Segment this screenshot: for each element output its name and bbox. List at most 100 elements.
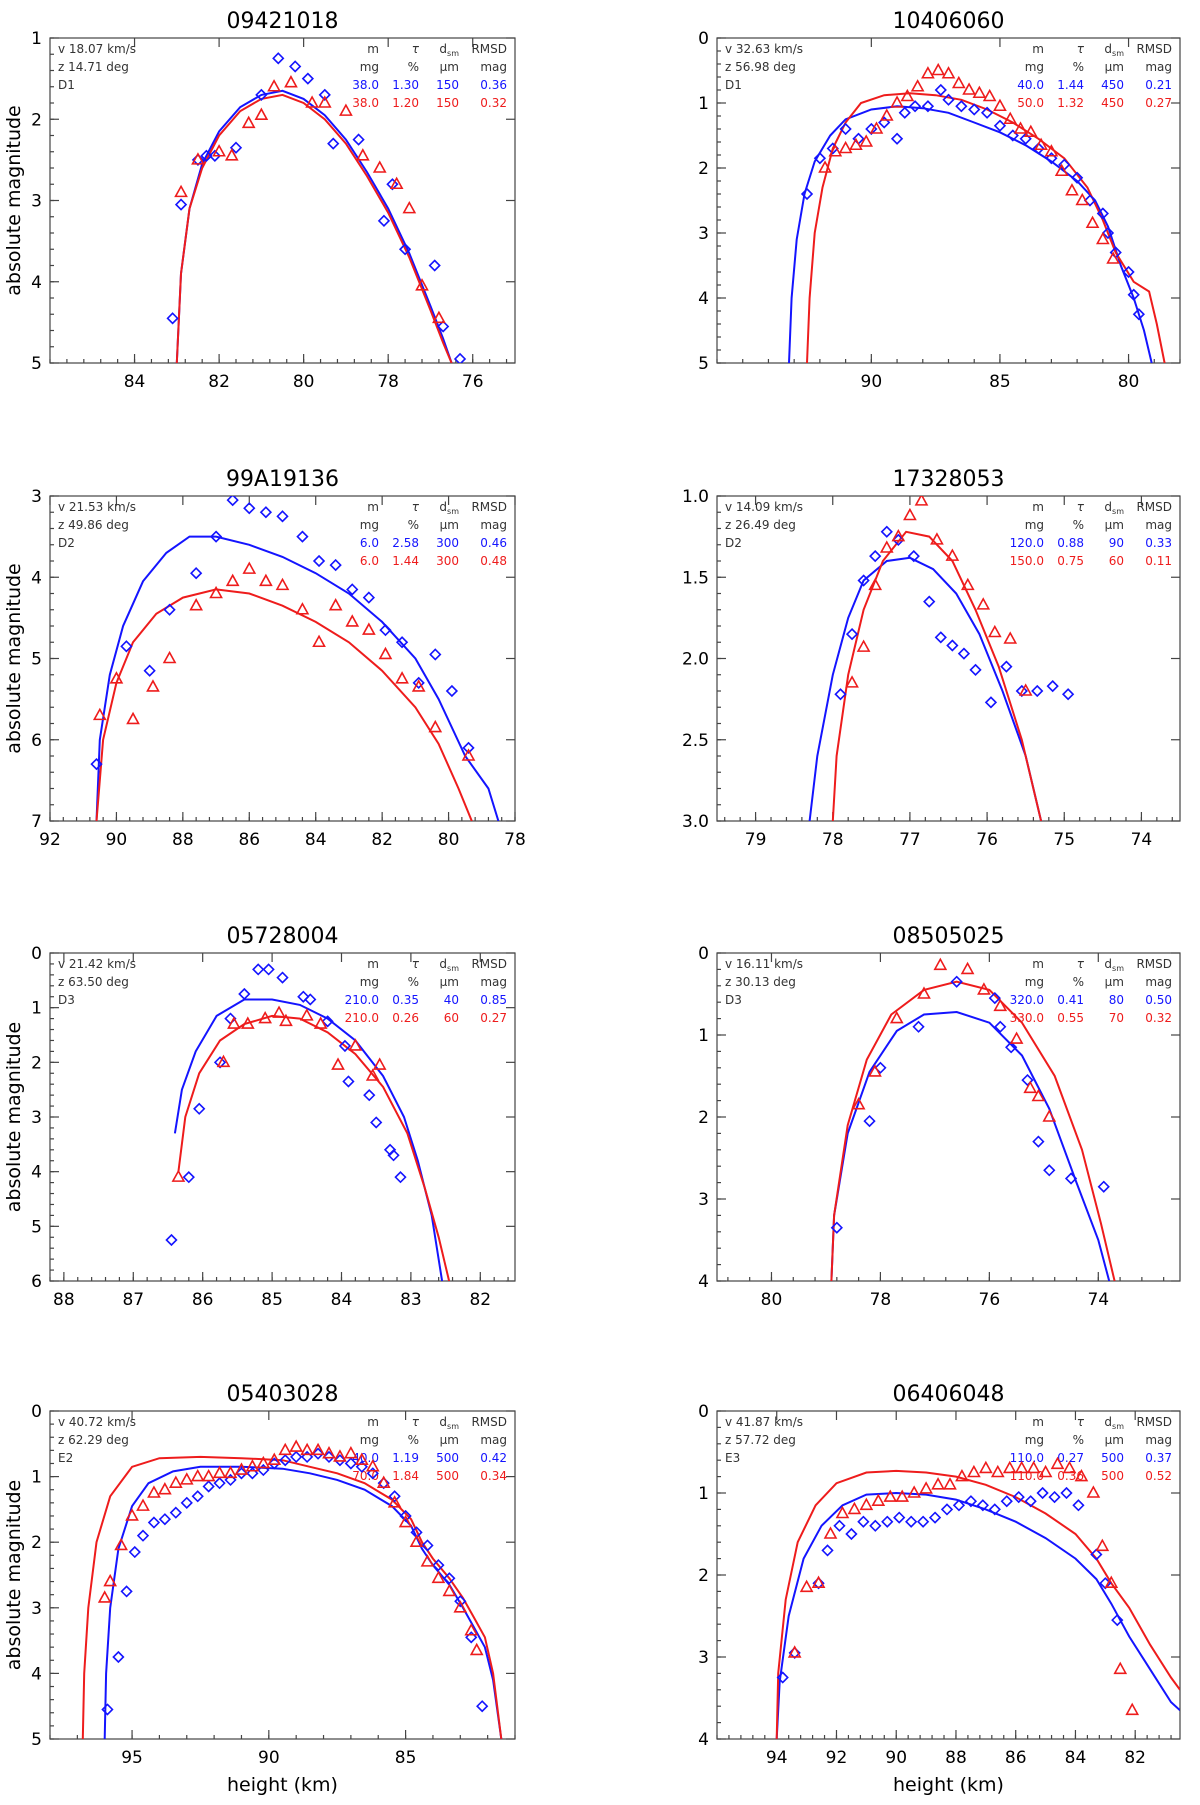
blue-diamond-point — [863, 1114, 876, 1128]
red-triangle-point — [432, 310, 446, 324]
param-blue: 40 — [444, 993, 459, 1007]
blue-diamond-point — [355, 1460, 368, 1473]
red-triangle-point — [847, 1501, 862, 1515]
blue-diamond-point — [300, 1450, 314, 1464]
red-triangle-point — [917, 986, 931, 999]
red-triangle-point — [147, 1485, 161, 1498]
red-triangle-point — [398, 1514, 413, 1528]
blue-diamond-point — [276, 971, 289, 984]
red-triangle-point — [1062, 1460, 1077, 1474]
param-red: 60 — [1109, 554, 1124, 568]
blue-model-curve — [788, 105, 1153, 363]
red-triangle-point — [395, 671, 409, 684]
red-triangle-point — [289, 1439, 304, 1452]
info-z: z 56.98 deg — [725, 60, 796, 74]
param-header: dsm — [1104, 1415, 1124, 1431]
red-triangle-point — [103, 1573, 118, 1587]
param-red: 1.84 — [392, 1469, 419, 1483]
red-triangle-point — [254, 107, 269, 120]
x-tick-label: 92 — [39, 830, 61, 850]
y-tick-label: 5 — [698, 354, 709, 374]
blue-model-curve — [103, 1465, 503, 1739]
blue-diamond-point — [462, 741, 475, 755]
blue-diamond-point — [252, 963, 265, 976]
param-red: 6.0 — [360, 554, 379, 568]
red-triangle-point — [331, 1057, 345, 1070]
x-tick-label: 80 — [1118, 372, 1140, 392]
red-triangle-point — [818, 160, 832, 173]
chart-title: 08505025 — [893, 924, 1005, 949]
param-blue: 120.0 — [1010, 536, 1044, 550]
param-unit: % — [1073, 1433, 1084, 1447]
data-layer — [81, 1439, 503, 1739]
red-triangle-point — [389, 176, 404, 190]
blue-diamond-point — [907, 549, 920, 563]
blue-diamond-point — [370, 1116, 383, 1129]
red-triangle-point — [889, 1010, 904, 1024]
x-tick-label: 76 — [979, 1290, 1001, 1310]
red-triangle-point — [97, 1590, 112, 1603]
info-v: v 21.42 km/s — [58, 957, 136, 971]
param-header: τ — [412, 957, 420, 971]
y-tick-label: 3 — [698, 1648, 709, 1668]
chart-title: 10406060 — [893, 9, 1005, 34]
red-model-curve — [81, 1455, 503, 1739]
param-unit: mag — [480, 518, 507, 532]
param-red: 0.34 — [480, 1469, 507, 1483]
red-triangle-point — [978, 1460, 993, 1474]
blue-diamond-point — [296, 530, 309, 543]
blue-diamond-point — [428, 259, 441, 272]
blue-model-curve — [173, 998, 444, 1281]
blue-diamond-point — [957, 647, 971, 660]
y-tick-label: 3 — [698, 1190, 709, 1210]
param-blue: 0.50 — [1145, 993, 1172, 1007]
blue-diamond-point — [421, 1539, 434, 1552]
red-triangle-point — [919, 1481, 933, 1494]
param-unit: μm — [1105, 60, 1124, 74]
red-triangle-point — [907, 1485, 922, 1498]
red-triangle-point — [201, 1468, 216, 1482]
y-tick-label: 4 — [698, 1730, 709, 1750]
blue-diamond-point — [169, 1506, 182, 1519]
x-tick-label: 84 — [124, 372, 146, 392]
red-triangle-point — [402, 200, 417, 214]
x-tick-label: 78 — [377, 372, 399, 392]
red-triangle-point — [305, 95, 319, 108]
blue-diamond-point — [301, 72, 314, 85]
param-unit: mag — [480, 60, 507, 74]
blue-diamond-point — [321, 1015, 334, 1028]
param-red: 70.0 — [352, 1469, 379, 1483]
blue-diamond-point — [878, 116, 891, 129]
x-axis-label: height (km) — [227, 1774, 338, 1796]
param-red: 50.0 — [1017, 96, 1044, 110]
x-tick-label: 83 — [400, 1290, 422, 1310]
red-triangle-point — [136, 1498, 150, 1511]
param-unit: mg — [1025, 1433, 1044, 1447]
red-triangle-point — [895, 1489, 910, 1502]
red-triangle-point — [1018, 683, 1033, 696]
blue-diamond-point — [1032, 142, 1045, 155]
x-tick-label: 90 — [861, 372, 883, 392]
y-tick-label: 2.5 — [682, 731, 709, 751]
red-triangle-point — [322, 1445, 336, 1459]
param-red: 38.0 — [352, 96, 379, 110]
y-tick-label: 3 — [31, 192, 42, 212]
x-tick-label: 88 — [945, 1748, 967, 1768]
param-blue: 40.0 — [1017, 78, 1044, 92]
blue-diamond-point — [101, 1703, 114, 1716]
red-triangle-point — [1002, 1460, 1017, 1474]
blue-model-curve — [775, 1491, 1180, 1739]
blue-diamond-point — [90, 757, 103, 771]
blue-diamond-point — [200, 149, 213, 162]
blue-diamond-point — [209, 530, 223, 543]
blue-diamond-point — [386, 178, 399, 191]
param-header: RMSD — [471, 957, 507, 971]
blue-diamond-point — [1111, 1613, 1124, 1627]
blue-diamond-point — [128, 1545, 141, 1559]
blue-diamond-point — [1101, 226, 1115, 240]
param-unit: % — [1073, 60, 1084, 74]
blue-diamond-point — [834, 688, 847, 701]
blue-diamond-point — [338, 1039, 352, 1053]
param-blue: 1.44 — [1057, 78, 1084, 92]
blue-diamond-point — [955, 100, 968, 113]
